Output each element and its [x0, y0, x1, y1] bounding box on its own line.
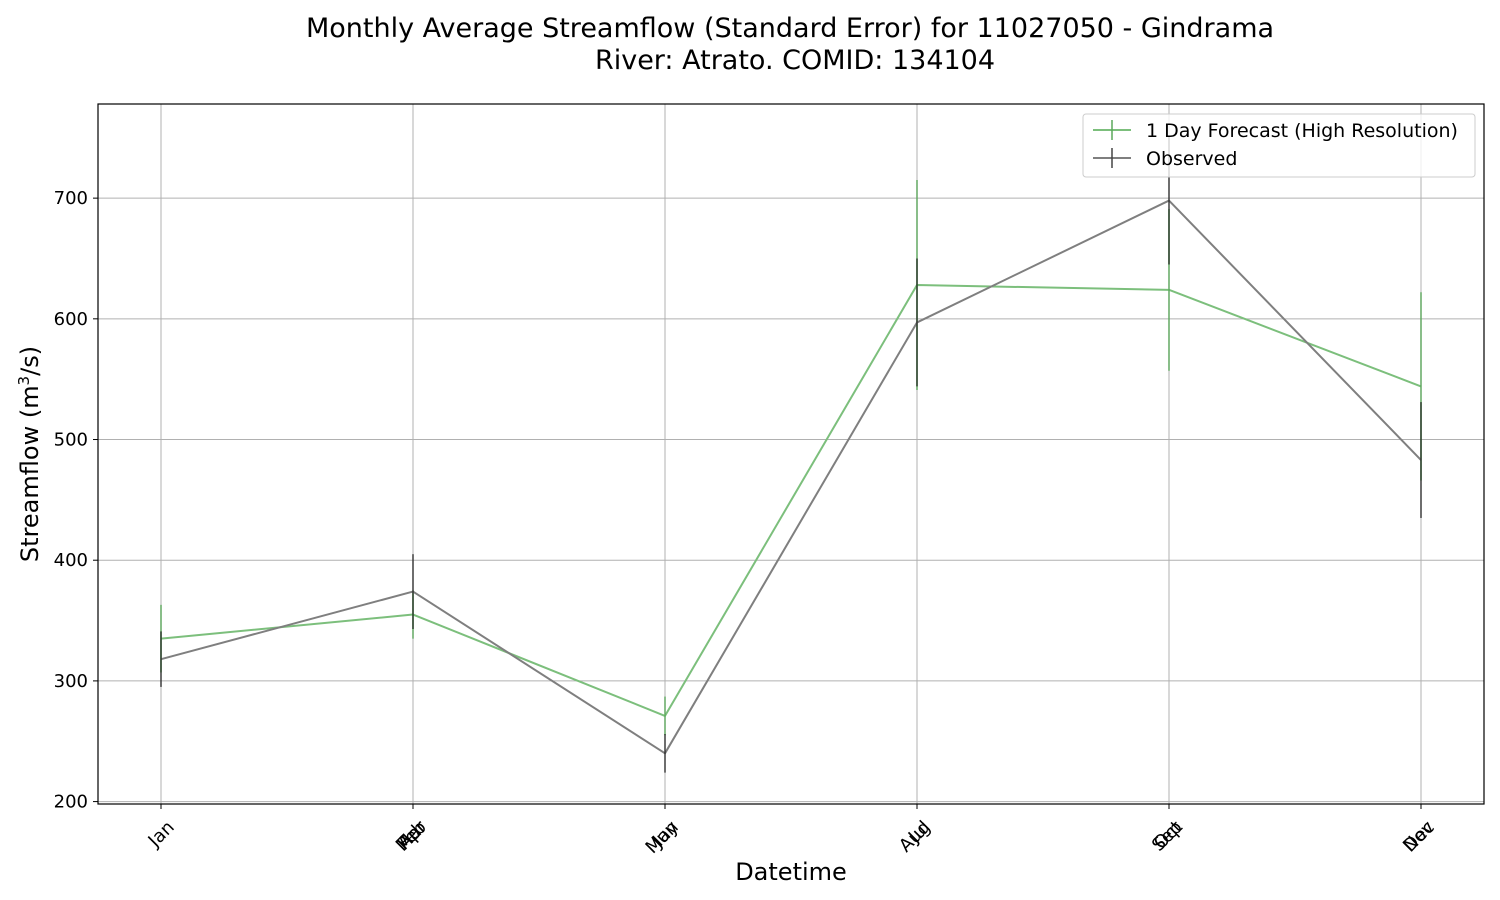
y-tick-label-600: 600	[54, 309, 88, 330]
y-tick-label-700: 700	[54, 188, 88, 209]
y-axis-label-sup: 3	[15, 376, 33, 386]
x-tick-label-dec: Dec	[1399, 817, 1438, 856]
series-line-forecast	[160, 284, 1422, 717]
y-axis-label-tail: /s)	[16, 346, 44, 376]
legend: 1 Day Forecast (High Resolution) Observe…	[1082, 113, 1476, 178]
y-axis-label-main: Streamflow (m	[16, 385, 44, 562]
y-tick-label-200: 200	[54, 792, 88, 813]
y-axis-label: Streamflow (m3/s)	[15, 346, 44, 562]
x-tick-label-aug: Aug	[895, 817, 935, 857]
y-tick-label-300: 300	[54, 671, 88, 692]
chart-title-line-2: River: Atrato. COMID: 134104	[595, 45, 995, 76]
x-axis-label: Datetime	[735, 858, 847, 886]
legend-label-forecast: 1 Day Forecast (High Resolution)	[1146, 120, 1458, 142]
plot-frame	[97, 103, 1485, 805]
y-tick-label-500: 500	[54, 430, 88, 451]
legend-box	[1082, 113, 1476, 178]
series-layer	[160, 136, 1422, 773]
x-tick-label-jan: Jan	[144, 817, 179, 852]
y-axis-ticks: 200 300 400 500 600 700	[54, 188, 98, 813]
series-line-observed	[160, 199, 1422, 755]
plot-area	[98, 104, 1484, 804]
chart-title-line-1: Monthly Average Streamflow (Standard Err…	[306, 13, 1274, 44]
legend-label-observed: Observed	[1146, 148, 1237, 170]
y-tick-label-400: 400	[54, 550, 88, 571]
